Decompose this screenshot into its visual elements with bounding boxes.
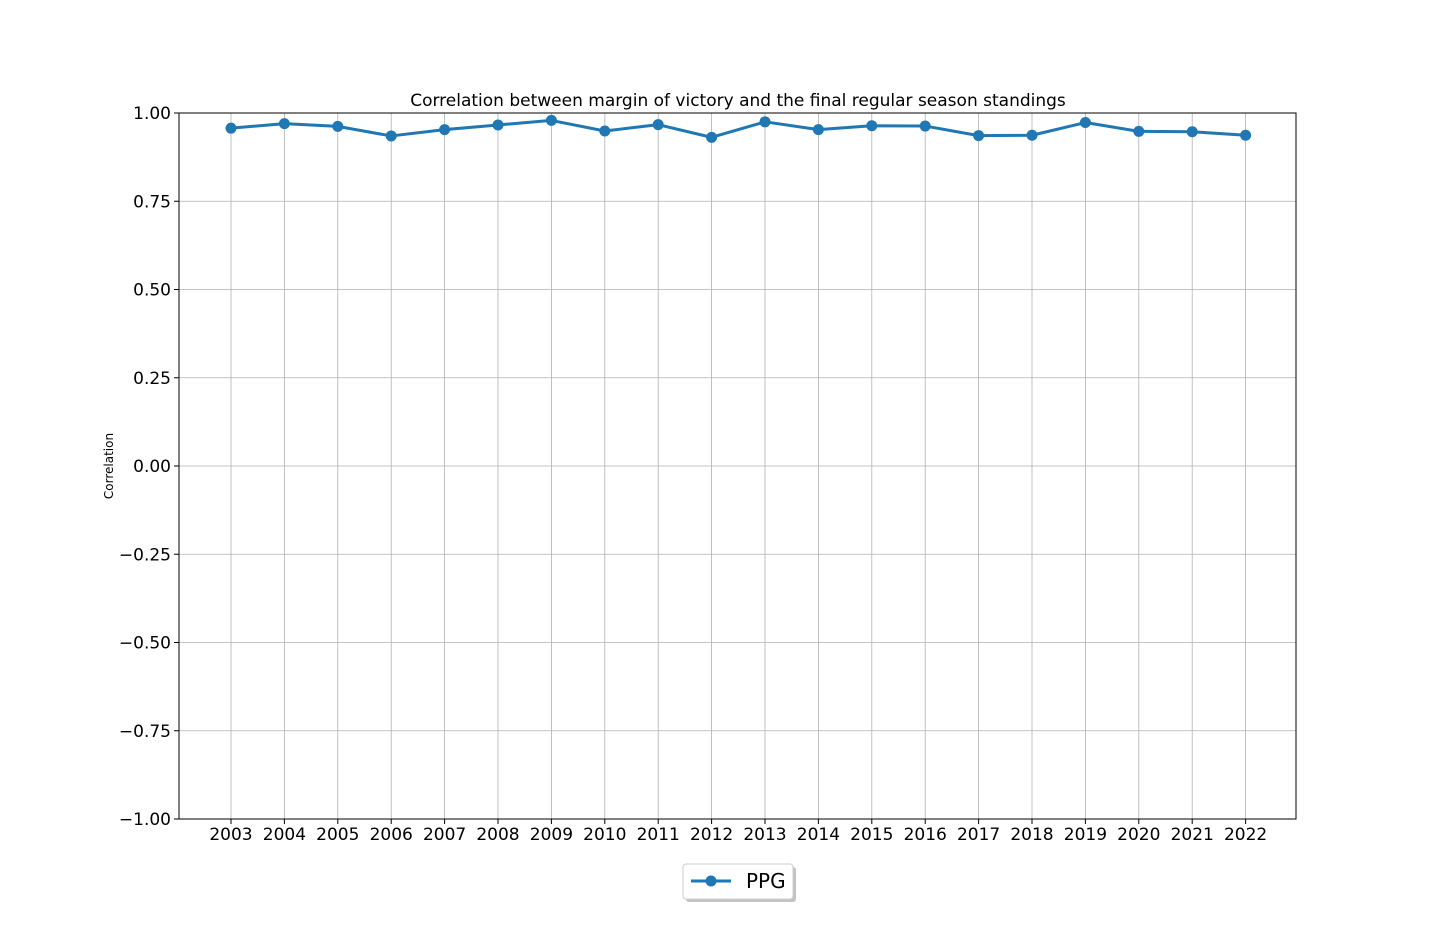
legend-marker-swatch: [705, 875, 717, 887]
y-tick-label: 1.00: [133, 104, 171, 124]
x-tick-label: 2007: [423, 825, 466, 845]
grid-lines: [179, 112, 1296, 820]
x-tick-label: 2022: [1224, 825, 1267, 845]
data-point: [599, 125, 611, 137]
x-tick-label: 2019: [1064, 825, 1107, 845]
y-tick-label: −1.00: [119, 810, 171, 830]
x-axis-ticks: 2003 2004 2005 2006 2007 2008 2009 2010 2011 2012…: [209, 819, 1267, 845]
x-tick-label: 2016: [904, 825, 947, 845]
x-tick-label: 2010: [583, 825, 626, 845]
series-ppg: [225, 114, 1252, 143]
data-point: [812, 124, 824, 136]
data-point: [1240, 129, 1252, 141]
x-tick-label: 2020: [1117, 825, 1160, 845]
y-tick-label: −0.75: [119, 722, 171, 742]
legend-label-ppg: PPG: [746, 869, 786, 893]
data-point: [439, 124, 451, 136]
data-point: [973, 130, 985, 142]
data-point: [1133, 125, 1145, 137]
data-point: [1026, 129, 1038, 141]
y-axis-ticks: 1.00 0.75 0.50 0.25 0.00 −0.25 −0.50 −0.75 −1.00: [119, 104, 179, 830]
data-point: [866, 120, 878, 132]
data-point: [545, 114, 557, 126]
data-point: [492, 119, 504, 131]
y-tick-label: 0.25: [133, 369, 171, 389]
x-tick-label: 2013: [743, 825, 786, 845]
x-tick-label: 2003: [209, 825, 252, 845]
y-tick-label: −0.50: [119, 634, 171, 654]
x-tick-label: 2008: [476, 825, 519, 845]
data-point: [919, 120, 931, 132]
y-tick-label: 0.50: [133, 281, 171, 301]
legend: PPG: [682, 863, 796, 902]
data-point: [1079, 117, 1091, 129]
x-tick-label: 2005: [316, 825, 359, 845]
y-axis-label: Correlation: [102, 433, 116, 499]
x-tick-label: 2004: [263, 825, 306, 845]
x-tick-label: 2015: [850, 825, 893, 845]
data-point: [652, 119, 664, 131]
data-point: [385, 130, 397, 142]
x-tick-label: 2021: [1171, 825, 1214, 845]
x-tick-label: 2012: [690, 825, 733, 845]
y-tick-label: 0.00: [133, 457, 171, 477]
legend-box: [682, 863, 794, 900]
data-point: [706, 131, 718, 143]
data-point: [225, 122, 237, 134]
x-tick-label: 2011: [637, 825, 680, 845]
x-tick-label: 2006: [370, 825, 413, 845]
y-tick-label: −0.25: [119, 545, 171, 565]
data-point: [278, 118, 290, 130]
data-point: [1186, 126, 1198, 138]
x-tick-label: 2009: [530, 825, 573, 845]
data-point: [759, 116, 771, 128]
x-tick-label: 2017: [957, 825, 1000, 845]
chart-title: Correlation between margin of victory an…: [410, 91, 1066, 111]
data-point: [332, 120, 344, 132]
y-tick-label: 0.75: [133, 192, 171, 212]
series-line-ppg: [230, 118, 1246, 139]
x-tick-label: 2018: [1010, 825, 1053, 845]
x-tick-label: 2014: [797, 825, 840, 845]
